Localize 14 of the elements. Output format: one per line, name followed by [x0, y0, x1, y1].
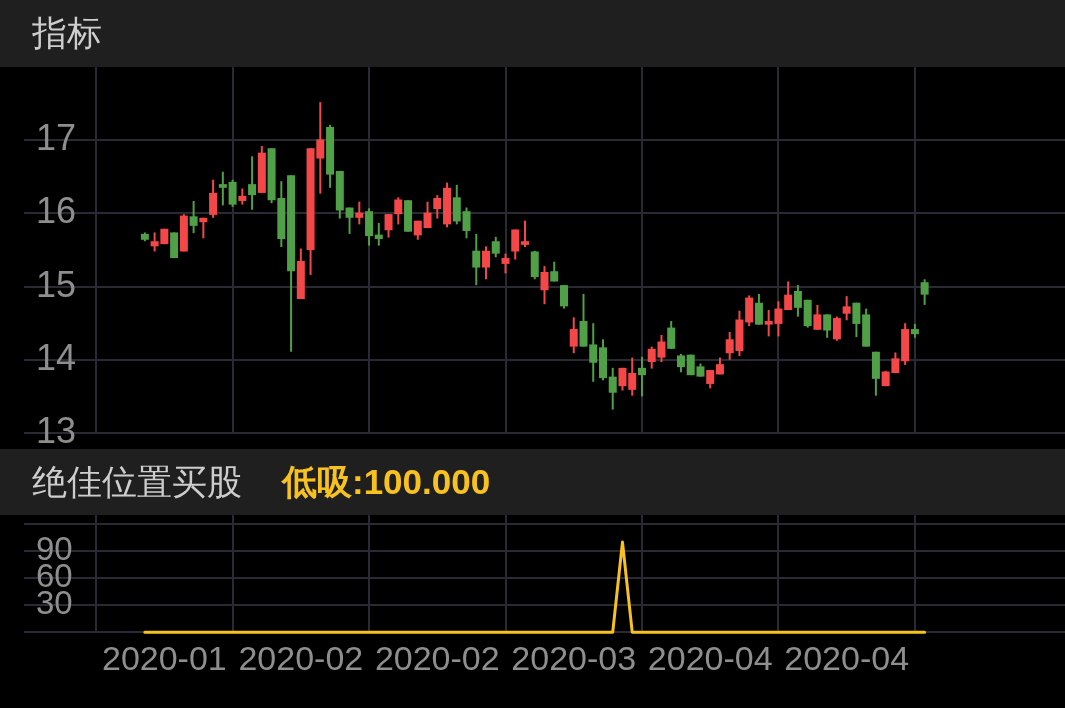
- y-tick-label: 17: [36, 117, 77, 159]
- text: 低吸:100.000: [282, 460, 491, 503]
- y-tick-label: 16: [36, 190, 77, 232]
- x-tick-label: 2020-04: [647, 638, 773, 677]
- y-tick-label: 15: [36, 263, 77, 305]
- chart-title: 绝佳位置买股: [32, 460, 242, 503]
- x-tick-label: 2020-02: [238, 638, 364, 677]
- x-tick-label: 2020-01: [101, 638, 227, 677]
- y-tick-label: 14: [36, 336, 77, 378]
- x-tick-label: 2020-04: [784, 638, 910, 677]
- y-tick-label: 13: [36, 409, 77, 451]
- chart-title: 指标: [32, 12, 102, 54]
- x-tick-label: 2020-02: [374, 638, 500, 677]
- x-tick-label: 2020-03: [511, 638, 637, 677]
